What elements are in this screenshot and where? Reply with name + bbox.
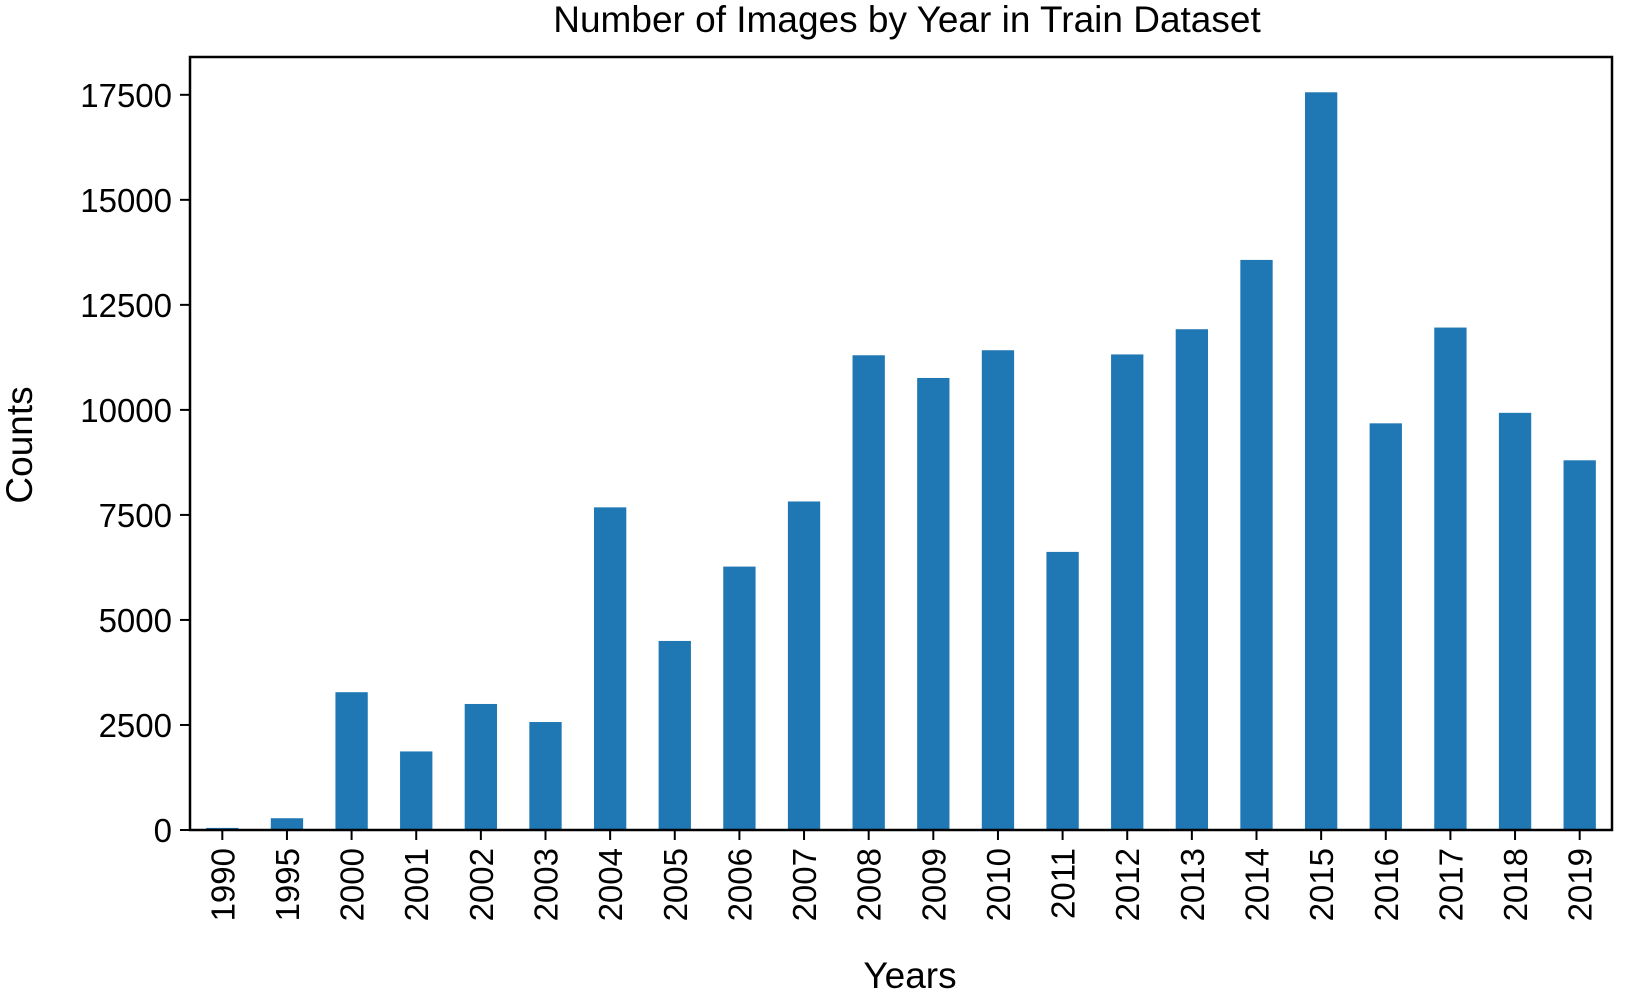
y-tick-label: 0 <box>154 812 172 849</box>
x-tick-label: 1995 <box>269 848 306 921</box>
bar-2014 <box>1240 259 1273 831</box>
x-tick-label: 2019 <box>1562 848 1599 921</box>
x-tick-label: 2009 <box>915 848 952 921</box>
y-axis-label: Counts <box>0 386 40 503</box>
x-tick-label: 2001 <box>398 848 435 921</box>
chart-title: Number of Images by Year in Train Datase… <box>553 0 1261 40</box>
bar-2015 <box>1304 92 1338 831</box>
y-tick-label: 15000 <box>80 182 172 219</box>
y-tick-label: 12500 <box>80 287 172 324</box>
x-axis-label: Years <box>863 955 956 996</box>
y-tick-label: 7500 <box>99 497 172 534</box>
x-tick-label: 2004 <box>592 848 629 921</box>
x-tick-label: 2011 <box>1045 848 1082 919</box>
x-tick-label: 2014 <box>1239 848 1276 921</box>
bar-2009 <box>917 377 950 830</box>
x-tick-label: 2013 <box>1174 848 1211 921</box>
x-tick-label: 1990 <box>204 848 241 921</box>
bar-2012 <box>1111 354 1144 830</box>
bar-2004 <box>593 507 627 830</box>
x-tick-label: 2012 <box>1109 848 1146 921</box>
bar-2010 <box>981 350 1015 830</box>
plot-frame <box>188 55 1614 832</box>
x-tick-label: 2000 <box>334 848 371 921</box>
bar-2005 <box>658 640 691 830</box>
bar-2011 <box>1046 551 1079 830</box>
x-tick-label: 2006 <box>721 848 758 921</box>
bar-2017 <box>1434 327 1467 830</box>
x-tick-label: 2017 <box>1432 848 1469 921</box>
y-tick-label: 17500 <box>80 77 172 114</box>
bar-2000 <box>335 692 368 830</box>
bar-2016 <box>1369 423 1402 830</box>
y-axis-ticks: 0 2500 5000 7500 10000 12500 15000 17500 <box>80 77 190 849</box>
bar-2003 <box>529 722 562 830</box>
y-tick-label: 2500 <box>99 707 172 744</box>
x-tick-label: 2002 <box>463 848 500 921</box>
bar-2019 <box>1563 460 1596 830</box>
x-tick-label: 2008 <box>851 848 888 921</box>
bar-2008 <box>852 355 885 830</box>
x-tick-label: 2018 <box>1497 848 1534 921</box>
bar-2013 <box>1175 329 1209 830</box>
bar-2007 <box>787 501 821 830</box>
x-axis-ticks: 1990 1995 2000 2001 2002 2003 2004 2005 2006 2007… <box>204 830 1599 921</box>
bar-2001 <box>400 751 433 830</box>
bar-2018 <box>1498 412 1532 830</box>
y-tick-label: 5000 <box>99 602 172 639</box>
x-tick-label: 2015 <box>1303 848 1340 921</box>
x-tick-label: 2010 <box>980 848 1017 921</box>
bar-2006 <box>723 566 756 830</box>
bars-group <box>206 92 1596 831</box>
bar-1995 <box>270 818 304 830</box>
x-tick-label: 2005 <box>657 848 694 921</box>
x-tick-label: 2003 <box>528 848 565 921</box>
y-tick-label: 10000 <box>80 392 172 429</box>
x-tick-label: 2007 <box>786 848 823 921</box>
bar-2002 <box>464 703 498 830</box>
x-tick-label: 2016 <box>1368 848 1405 921</box>
